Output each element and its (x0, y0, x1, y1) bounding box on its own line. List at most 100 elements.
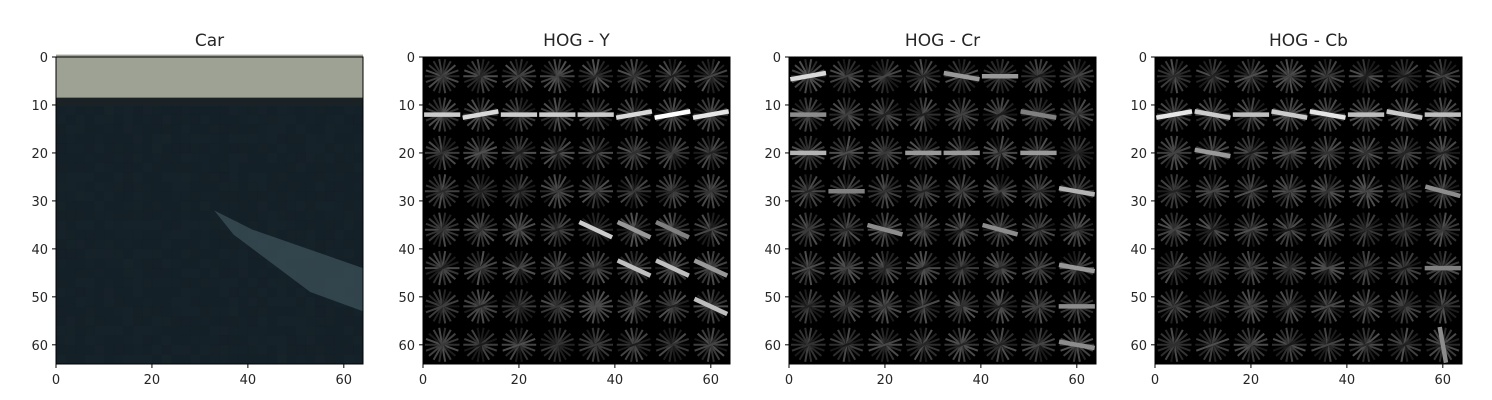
image-pixel (142, 220, 153, 231)
hog-cell (1425, 59, 1461, 94)
image-pixel (228, 191, 239, 202)
image-pixel (132, 277, 143, 288)
hog-cell (501, 135, 537, 171)
image-pixel (200, 211, 210, 221)
image-pixel (133, 239, 143, 249)
image-pixel (151, 143, 163, 154)
image-pixel (151, 162, 163, 173)
hog-cell (424, 327, 460, 362)
image-pixel (248, 163, 258, 173)
image-pixel (296, 143, 306, 153)
image-pixel (219, 248, 230, 259)
image-pixel (286, 105, 296, 115)
image-pixel (286, 181, 297, 192)
image-pixel (276, 220, 287, 231)
hog-cell (578, 212, 614, 247)
image-pixel (85, 287, 95, 297)
hog-cell (463, 327, 498, 362)
hog-cell (790, 174, 826, 209)
hog-cell (981, 212, 1019, 247)
hog-orientation-line (1272, 146, 1306, 160)
image-pixel (94, 258, 105, 269)
hog-cell (790, 212, 826, 247)
image-pixel (114, 316, 124, 326)
image-pixel (56, 182, 66, 192)
hog-orientation-line (791, 184, 825, 199)
image-pixel (104, 172, 114, 182)
image-pixel (353, 258, 364, 269)
image-pixel (344, 124, 354, 134)
hog-image (1155, 57, 1462, 364)
hog-cell (1195, 59, 1230, 94)
hog-cell (1272, 250, 1307, 286)
hog-orientation-line (1195, 184, 1230, 199)
image-pixel (295, 200, 306, 211)
image-pixel (325, 326, 335, 336)
image-pixel (85, 153, 95, 163)
image-pixel (114, 354, 124, 364)
hog-orientation-line (1157, 184, 1191, 199)
image-pixel (180, 152, 191, 164)
subplot-title: HOG - Cr (905, 31, 980, 51)
subplot-1: Car 0 20 40 60 0 10 20 30 40 50 60 (31, 31, 364, 388)
image-pixel (181, 354, 191, 364)
x-tick-label: 0 (52, 373, 60, 388)
image-pixel (325, 105, 335, 115)
image-pixel (84, 306, 95, 317)
hog-orientation-line (829, 299, 864, 314)
image-pixel (94, 354, 105, 365)
hog-cell (790, 289, 826, 324)
hog-dominant-gradient (693, 296, 729, 317)
hog-orientation-line (1272, 299, 1306, 314)
image-pixel (276, 354, 287, 365)
hog-cell (424, 59, 460, 94)
image-pixel (65, 248, 76, 259)
image-pixel (171, 172, 182, 183)
image-pixel (247, 220, 258, 231)
image-pixel (334, 344, 345, 355)
hog-orientation-line (906, 184, 940, 199)
image-pixel (85, 134, 95, 144)
image-pixel (142, 344, 153, 355)
hog-orientation-line (829, 337, 864, 352)
image-pixel (104, 239, 114, 249)
image-pixel (248, 345, 258, 355)
hog-dominant-gradient (616, 258, 652, 278)
hog-cell (906, 174, 941, 209)
hog-dominant-gradient (1020, 109, 1057, 120)
image-pixel (171, 335, 181, 345)
image-pixel (123, 297, 133, 307)
image-pixel (142, 354, 153, 365)
image-pixel (267, 201, 277, 211)
image-pixel (267, 191, 277, 201)
image-pixel (344, 182, 354, 192)
image-pixel (190, 172, 200, 182)
hog-orientation-line (1349, 261, 1383, 275)
image-pixel (181, 239, 191, 249)
image-pixel (142, 258, 153, 269)
image-pixel (171, 239, 181, 249)
image-pixel (84, 220, 95, 231)
image-pixel (210, 153, 220, 163)
image-pixel (325, 115, 335, 125)
image-pixel (132, 133, 143, 144)
hog-cell (1059, 135, 1095, 171)
image-pixel (286, 143, 296, 153)
image-pixel (133, 297, 143, 307)
image-pixel (161, 268, 172, 279)
hog-cell (540, 250, 575, 286)
hog-orientation-line (540, 299, 574, 314)
image-pixel (75, 182, 85, 192)
image-pixel (334, 124, 344, 134)
hog-cell (693, 250, 729, 286)
hog-cell (1272, 174, 1307, 209)
x-tick-label: 60 (1435, 373, 1452, 388)
hog-orientation-line (1426, 69, 1460, 84)
image-pixel (267, 306, 278, 317)
image-pixel (133, 258, 143, 268)
hog-orientation-line (1195, 337, 1230, 352)
x-tick-label: 40 (1339, 373, 1356, 388)
image-pixel (171, 162, 182, 173)
hog-orientation-line (694, 222, 728, 237)
hog-orientation-line (945, 337, 979, 352)
